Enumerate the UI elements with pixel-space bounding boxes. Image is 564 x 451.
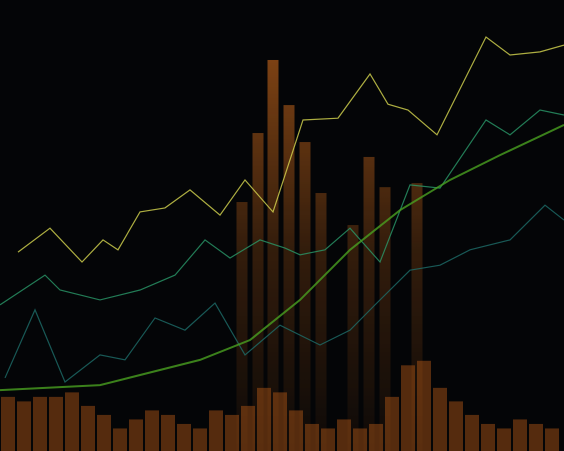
bar [411,183,423,451]
bar [449,401,463,451]
bar [81,405,95,451]
bar [497,428,511,451]
bar [177,423,191,451]
bars-layer [236,59,423,451]
bar [363,156,375,451]
bar [465,414,479,451]
bar [481,423,495,451]
bar [289,410,303,451]
bar [273,392,287,451]
bar [513,419,527,451]
bar [145,410,159,451]
bar [305,423,319,451]
bar [369,423,383,451]
line [0,109,564,306]
line-layer [0,36,564,392]
bar [433,387,447,451]
bar [113,428,127,451]
bar [267,59,279,451]
bar [49,396,63,451]
bar [353,428,367,451]
bar [321,428,335,451]
line [4,204,564,383]
bar [257,387,271,451]
bar [347,225,359,451]
bar [225,414,239,451]
bar [1,396,15,451]
bar [283,105,295,451]
bar [193,428,207,451]
bar [385,396,399,451]
bar [241,405,255,451]
line [0,124,564,392]
bar [209,410,223,451]
bar [315,193,327,451]
bar [33,396,47,451]
bar [65,392,79,451]
bar [529,423,543,451]
bar [236,202,248,451]
bar [401,365,415,451]
bar [161,414,175,451]
bar [337,419,351,451]
bar [417,360,431,451]
bar [252,133,264,451]
bar [17,401,31,451]
bar [379,187,391,451]
bar [129,419,143,451]
bar [545,428,559,451]
bar [97,414,111,451]
bar [299,142,311,451]
volume-layer [1,360,559,451]
line [17,36,564,263]
